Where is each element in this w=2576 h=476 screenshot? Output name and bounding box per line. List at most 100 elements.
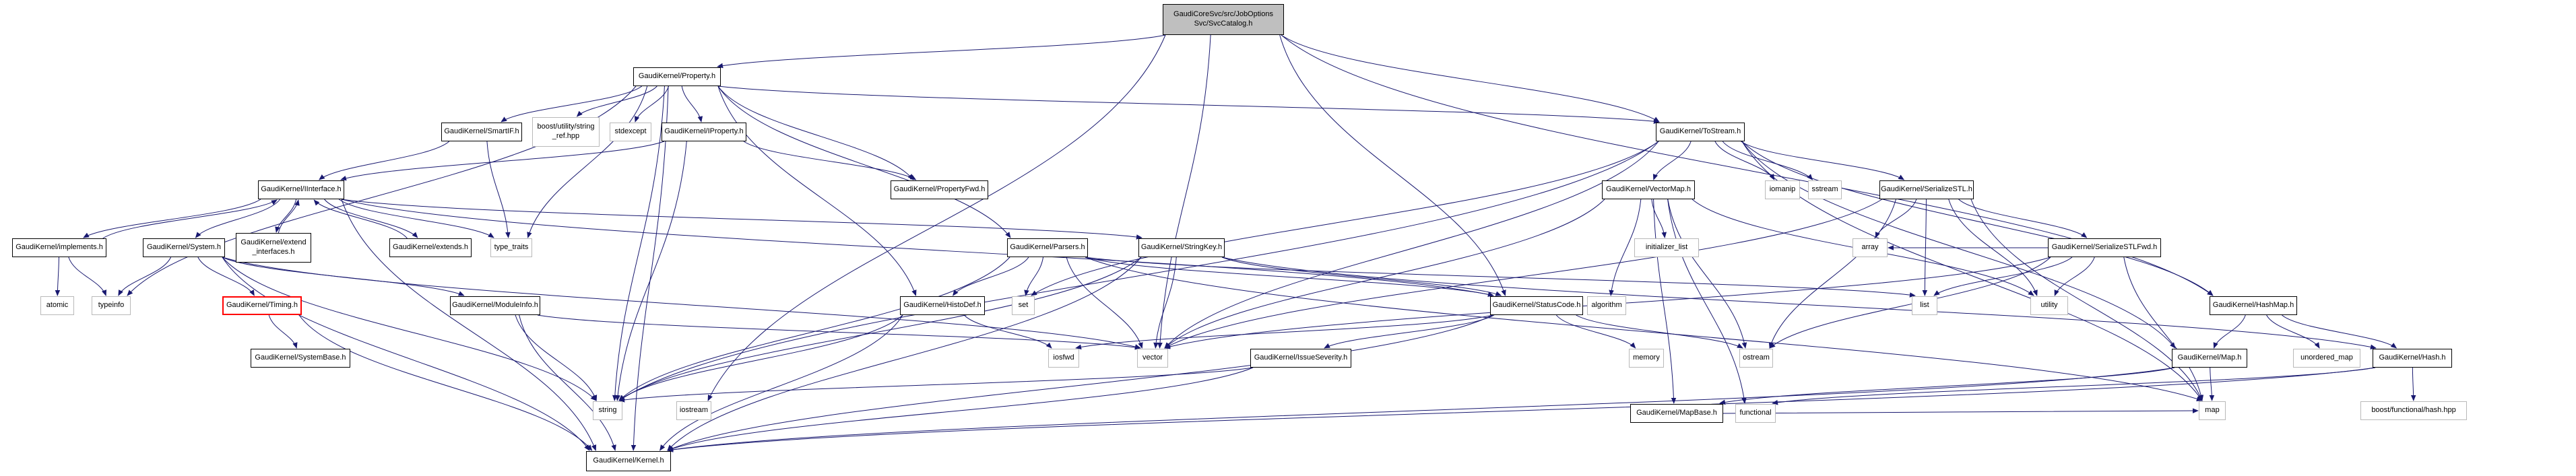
edge-iproperty-to-iinterface xyxy=(340,141,665,181)
edge-vectormap-to-initializerlist xyxy=(1651,199,1667,238)
edge-stringkey-to-hashh xyxy=(1221,257,2377,350)
edge-tostream-to-sstream xyxy=(1722,141,1813,180)
edge-iinterface-to-statuscode xyxy=(341,199,1494,297)
edge-stringkey-to-kernel xyxy=(667,257,1142,451)
edge-tostream-to-mapnode xyxy=(1741,141,2176,349)
node-hash-h[interactable]: GaudiKernel/Hash.h xyxy=(2373,349,2452,368)
node-systembase-h[interactable]: GaudiKernel/SystemBase.h xyxy=(251,349,350,368)
node-iostream: iostream xyxy=(676,401,711,420)
edge-parsers-to-histodef xyxy=(953,257,1029,296)
edge-property-to-histodef xyxy=(717,86,917,296)
edge-stringkey-to-statuscode xyxy=(1221,257,1502,296)
node-mapbase-h[interactable]: GaudiKernel/MapBase.h xyxy=(1630,404,1723,423)
edge-hashh-to-functionaln xyxy=(1772,367,2376,405)
node-iinterface-h[interactable]: GaudiKernel/IInterface.h xyxy=(258,180,344,199)
node-propertyfwd-h[interactable]: GaudiKernel/PropertyFwd.h xyxy=(891,180,988,199)
node-vectormap-h[interactable]: GaudiKernel/VectorMap.h xyxy=(1602,180,1695,199)
node-tostream-h[interactable]: GaudiKernel/ToStream.h xyxy=(1656,123,1745,141)
edge-smartif-to-iinterface xyxy=(319,141,450,180)
edge-serializestlfwd-to-list xyxy=(1933,257,2073,296)
edge-statuscode-to-kernel xyxy=(667,314,1493,451)
edge-iinterface-to-extendifaces xyxy=(275,199,297,233)
edge-histodef-to-kernel xyxy=(659,314,903,451)
node-iosfwd: iosfwd xyxy=(1048,349,1079,368)
edge-serializestl-to-serializestlfwd xyxy=(1958,199,2088,238)
edge-vectormap-to-vector xyxy=(1164,199,1605,349)
edge-serializestl-to-ostream xyxy=(1768,199,1896,349)
edge-smartif-to-typetraits xyxy=(486,141,511,238)
edge-hashmap-to-unorderedmap xyxy=(2266,314,2320,349)
edge-iinterface-to-system xyxy=(195,199,281,238)
edge-extendifaces-to-iinterface xyxy=(278,199,300,234)
node-serializestlfwd-h[interactable]: GaudiKernel/SerializeSTLFwd.h xyxy=(2048,238,2161,257)
node-initializer-list: initializer_list xyxy=(1634,238,1699,257)
node-statuscode-h[interactable]: GaudiKernel/StatusCode.h xyxy=(1490,296,1583,315)
node-stdexcept: stdexcept xyxy=(610,123,651,141)
node-atomic: atomic xyxy=(40,296,74,315)
edge-vectormap-to-functionaln xyxy=(1667,199,1747,404)
node-svccatalog-root: GaudiCoreSvc/src/JobOptions Svc/SvcCatal… xyxy=(1163,4,1284,35)
node-memory: memory xyxy=(1629,349,1664,368)
node-algorithm: algorithm xyxy=(1587,296,1626,315)
edge-issueseverity-to-stringn xyxy=(618,367,1254,403)
edge-svccatalog-to-statuscode xyxy=(1279,34,1506,296)
edge-tostream-to-iomanip xyxy=(1714,141,1775,180)
edge-vectormap-to-ostream xyxy=(1667,199,1747,349)
edge-mapnode-to-mapn xyxy=(2209,367,2215,401)
node-ostream: ostream xyxy=(1739,349,1773,368)
node-extend-interfaces-h[interactable]: GaudiKernel/extend _interfaces.h xyxy=(236,233,311,263)
node-set: set xyxy=(1012,296,1035,315)
edge-serializestl-to-mapn xyxy=(1970,199,2203,401)
edge-system-to-timing xyxy=(197,257,255,296)
node-extends-h[interactable]: GaudiKernel/extends.h xyxy=(389,238,472,257)
edge-issueseverity-to-kernel xyxy=(667,367,1254,451)
node-smartif-h[interactable]: GaudiKernel/SmartIF.h xyxy=(441,123,522,141)
edge-timing-to-systembase xyxy=(268,314,298,349)
node-iproperty-h[interactable]: GaudiKernel/IProperty.h xyxy=(662,123,746,141)
edge-serializestl-to-list xyxy=(1922,199,1928,296)
node-array: array xyxy=(1853,238,1888,257)
edge-statuscode-to-issueseverity xyxy=(1324,314,1495,349)
node-map-h[interactable]: GaudiKernel/Map.h xyxy=(2172,349,2247,368)
edge-timing-to-kernel xyxy=(298,314,593,451)
node-hashmap-h[interactable]: GaudiKernel/HashMap.h xyxy=(2210,296,2297,315)
edge-property-to-parsers xyxy=(717,86,1011,238)
node-system-h[interactable]: GaudiKernel/System.h xyxy=(143,238,225,257)
edge-property-to-propertyfwd xyxy=(717,86,914,180)
edge-svccatalog-to-iostream xyxy=(707,34,1166,401)
node-utility: utility xyxy=(2030,296,2068,315)
node-functional: functional xyxy=(1735,404,1776,423)
edge-property-to-stdexcept xyxy=(635,86,670,123)
edge-mapnode-to-mapbase xyxy=(1719,367,2175,405)
edge-iinterface-to-implements xyxy=(83,199,261,238)
edge-hashmap-to-hashh xyxy=(2282,314,2397,349)
node-moduleinfo-h[interactable]: GaudiKernel/ModuleInfo.h xyxy=(450,296,540,315)
edge-moduleinfo-to-kernel xyxy=(519,314,616,451)
node-parsers-h[interactable]: GaudiKernel/Parsers.h xyxy=(1007,238,1088,257)
node-property-h[interactable]: GaudiKernel/Property.h xyxy=(633,67,721,86)
edge-property-to-stringref xyxy=(576,86,657,117)
edge-parsers-to-vector xyxy=(1066,257,1143,349)
node-histodef-h[interactable]: GaudiKernel/HistoDef.h xyxy=(900,296,985,315)
node-timing-h[interactable]: GaudiKernel/Timing.h xyxy=(222,296,302,315)
edge-serializestl-to-vector xyxy=(1164,199,1883,349)
node-kernel-h[interactable]: GaudiKernel/Kernel.h xyxy=(586,451,671,471)
edge-tostream-to-hashmap xyxy=(1741,141,2214,296)
node-iomanip: iomanip xyxy=(1765,180,1800,199)
edge-system-to-kernel xyxy=(222,257,590,451)
node-sstream: sstream xyxy=(1808,180,1842,199)
node-stringkey-h[interactable]: GaudiKernel/StringKey.h xyxy=(1138,238,1225,257)
node-issueseverity-h[interactable]: GaudiKernel/IssueSeverity.h xyxy=(1250,349,1351,368)
edge-statuscode-to-iosfwd xyxy=(1075,314,1493,350)
node-serializestl-h[interactable]: GaudiKernel/SerializeSTL.h xyxy=(1879,180,1974,199)
node-implements-h[interactable]: GaudiKernel/implements.h xyxy=(12,238,106,257)
edge-parsers-to-list xyxy=(1085,257,1916,298)
edge-hashh-to-boosthash xyxy=(2410,367,2416,401)
edge-svccatalog-to-tostream xyxy=(1281,34,1660,123)
edge-parsers-to-statuscode xyxy=(1085,257,1494,297)
edge-property-to-kernel xyxy=(631,86,669,451)
node-typeinfo: typeinfo xyxy=(92,296,131,315)
node-list: list xyxy=(1912,296,1937,315)
